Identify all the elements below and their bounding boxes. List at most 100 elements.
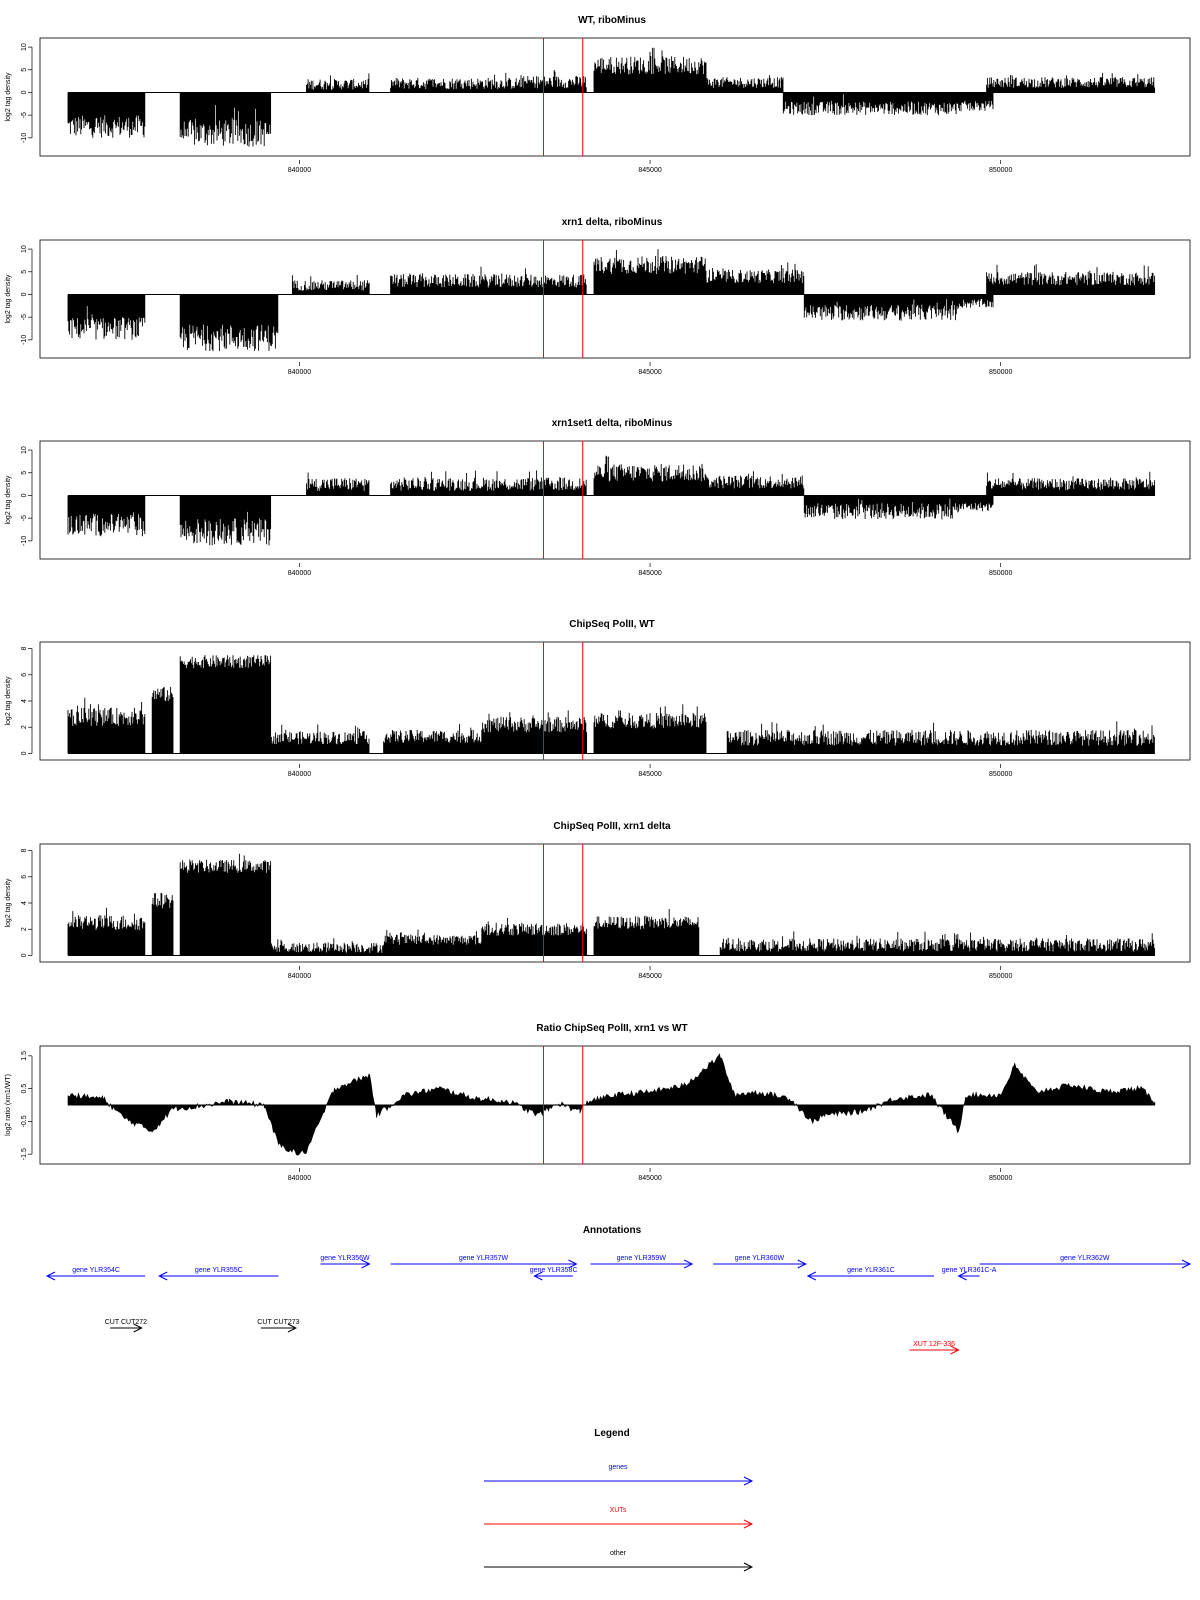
bar-segment	[705, 262, 805, 295]
y-axis-label: log2 ratio (xrn1/WT)	[5, 1074, 12, 1136]
bar-segment-path	[390, 470, 524, 496]
arrow-head	[950, 1345, 960, 1355]
annotation-label: CUT CUT272	[105, 1319, 147, 1326]
annotation-gene: gene YLR360W	[713, 1255, 807, 1269]
arrow-head	[133, 1323, 143, 1333]
annotation-gene: gene YLR359W	[590, 1255, 694, 1269]
panel-3: xrn1set1 delta, riboMinus -10 -5 0 5 10 log2 t…	[5, 418, 1191, 577]
panel-2: xrn1 delta, riboMinus -10 -5 0 5 10 log2 tag d…	[5, 217, 1191, 376]
bar-segment-path	[958, 294, 994, 308]
bar-segment-path	[593, 249, 707, 295]
plot-box	[39, 440, 1191, 560]
bar-segment-path	[593, 47, 707, 93]
y-tick-label: 5	[21, 68, 28, 72]
bar-segment-path	[986, 264, 1156, 295]
annotation-gene: gene YLR358C	[530, 1267, 578, 1281]
legend-label: genes	[608, 1464, 628, 1471]
y-tick-label: 0	[21, 292, 28, 296]
bar-segment	[803, 495, 959, 520]
bar-segment-path	[481, 710, 588, 754]
y-tick-label: 4	[21, 699, 28, 703]
legend-label: other	[610, 1550, 627, 1557]
density-bars	[67, 455, 1156, 546]
panel-title: ChipSeq PolII, xrn1 delta	[553, 821, 671, 832]
arrow-head	[743, 1519, 754, 1529]
x-tick-label: 840000	[288, 570, 311, 577]
bar-segment	[179, 294, 279, 352]
bar-segment-path	[782, 92, 959, 116]
bar-segment-path	[270, 938, 384, 956]
bar-segment	[523, 470, 587, 496]
bar-segment-path	[523, 268, 587, 295]
annotation-label: gene YLR361C	[847, 1267, 895, 1274]
bar-segment-path	[67, 495, 146, 537]
bar-segment	[523, 268, 587, 295]
x-tick-label: 845000	[638, 771, 661, 778]
bar-segment	[306, 73, 370, 93]
y-tick-label: 5	[21, 471, 28, 475]
bar-segment	[390, 266, 524, 295]
y-tick-label: 6	[21, 673, 28, 677]
arrow-head	[158, 1271, 168, 1281]
arrow-head	[743, 1562, 754, 1572]
bar-segment	[481, 918, 588, 956]
legend: Legend genes XUTs other	[484, 1428, 754, 1572]
y-tick-label: -10	[21, 536, 28, 546]
arrow-head	[1181, 1259, 1192, 1269]
y-tick-label: -10	[21, 335, 28, 345]
plot-box	[39, 1045, 1191, 1165]
legend-title: Legend	[594, 1428, 630, 1439]
y-tick-label: 0	[21, 953, 28, 957]
annotations-title: Annotations	[583, 1225, 642, 1236]
x-tick-label: 845000	[638, 369, 661, 376]
panel-title: WT, riboMinus	[578, 15, 646, 26]
arrow-head	[287, 1323, 298, 1333]
annotation-label: CUT CUT273	[257, 1319, 299, 1326]
bar-segment-path	[67, 697, 146, 754]
bar-segment-path	[719, 931, 1156, 956]
bar-segment	[306, 472, 370, 496]
bar-segment	[593, 249, 707, 295]
legend-label: XUTs	[610, 1507, 627, 1514]
annotation-label: gene YLR360W	[735, 1255, 785, 1262]
plot-box	[39, 239, 1191, 359]
density-bars	[67, 249, 1156, 352]
x-tick-label: 850000	[989, 1175, 1012, 1182]
y-axis-label: log2 tag density	[5, 72, 12, 122]
y-tick-label: 1.5	[21, 1051, 28, 1061]
y-axis-label: log2 tag density	[5, 878, 12, 928]
x-tick-label: 850000	[989, 369, 1012, 376]
bar-segment-path	[803, 495, 959, 520]
bar-segment-path	[390, 266, 524, 295]
bar-segment-path	[179, 294, 279, 352]
y-tick-label: -5	[21, 112, 28, 118]
arrow-head	[806, 1271, 817, 1281]
x-tick-label: 840000	[288, 1175, 311, 1182]
annotation-label: gene YLR358C	[530, 1267, 578, 1274]
bar-segment	[726, 721, 1155, 754]
y-tick-label: -1.5	[21, 1148, 28, 1160]
annotation-label: gene YLR357W	[459, 1255, 509, 1262]
bar-segment	[67, 495, 146, 537]
annotation-other: CUT CUT272	[105, 1319, 147, 1333]
annotation-label: gene YLR355C	[195, 1267, 243, 1274]
arrow-head	[533, 1271, 543, 1281]
bar-segment	[291, 275, 370, 295]
bar-segment	[803, 294, 959, 321]
x-tick-label: 850000	[989, 973, 1012, 980]
plot-box	[39, 37, 1191, 157]
panel-1: WT, riboMinus -10 -5 0 5 10 log2 tag density 84…	[5, 15, 1191, 174]
y-tick-label: 0	[21, 493, 28, 497]
annotation-gene: gene YLR356W	[320, 1255, 371, 1269]
bar-segment	[986, 264, 1156, 295]
x-tick-label: 845000	[638, 167, 661, 174]
bar-segment	[179, 495, 272, 546]
bar-segment	[958, 495, 994, 512]
bar-segment-path	[593, 704, 707, 754]
x-tick-label: 845000	[638, 1175, 661, 1182]
panel-6: Ratio ChipSeq PolII, xrn1 vs WT -1.5 -0.5 0…	[5, 1023, 1191, 1182]
y-tick-label: 0	[21, 90, 28, 94]
bar-segment	[179, 655, 272, 754]
bar-segment	[67, 907, 146, 956]
x-tick-label: 845000	[638, 570, 661, 577]
